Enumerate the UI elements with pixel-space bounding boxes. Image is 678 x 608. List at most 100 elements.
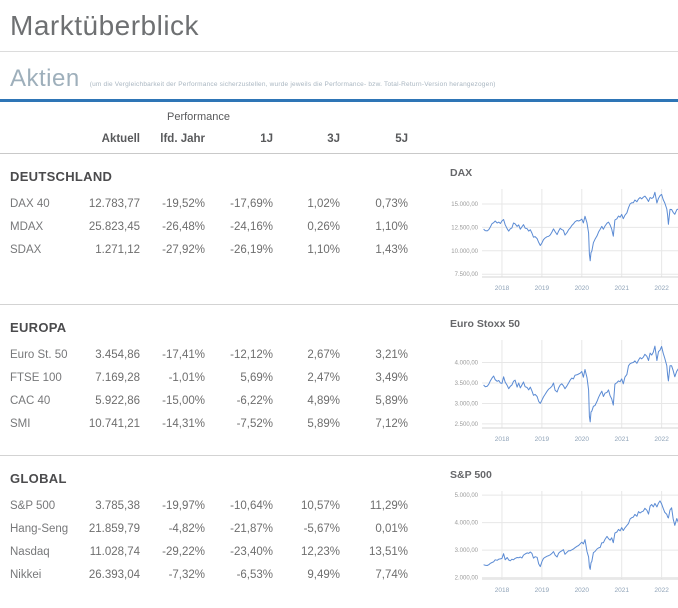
index-value: -15,00% (162, 394, 205, 407)
index-value: 1,43% (375, 243, 408, 256)
price-line (483, 500, 678, 570)
table-row: S&P 500 3.785,38 -19,97% -10,64% 10,57% 11,29… (10, 494, 448, 517)
x-tick-label: 2022 (654, 285, 669, 292)
chart-canvas: 2.000,00 3.000,00 4.000,00 5.000,00 2018 2019… (455, 491, 678, 594)
x-tick-label: 2022 (654, 587, 669, 594)
index-name: MDAX (10, 220, 44, 233)
index-value: -10,64% (230, 499, 273, 512)
y-tick-label: 7.500,00 (455, 272, 479, 278)
chart-title: Euro Stoxx 50 (450, 318, 521, 330)
index-value: -26,19% (230, 243, 273, 256)
x-tick-label: 2018 (495, 285, 510, 292)
index-value: 1.271,12 (95, 243, 140, 256)
header-divider (0, 153, 678, 154)
index-value: 7,12% (375, 417, 408, 430)
index-value: -17,41% (162, 348, 205, 361)
table-row: MDAX 25.823,45 -26,48% -24,16% 0,26% 1,10% (10, 215, 448, 238)
title-divider (0, 51, 678, 52)
index-value: 12,23% (300, 545, 340, 558)
index-value: 26.393,04 (88, 568, 140, 581)
index-name: CAC 40 (10, 394, 51, 407)
index-value: -21,87% (230, 522, 273, 535)
index-name: Hang-Seng (10, 522, 69, 535)
index-value: 5,89% (307, 417, 340, 430)
index-value: -6,22% (236, 394, 273, 407)
table-row: Hang-Seng 21.859,79 -4,82% -21,87% -5,67% 0,0… (10, 517, 448, 540)
x-tick-label: 2020 (575, 436, 590, 443)
section-divider (0, 455, 678, 456)
index-value: 2,67% (307, 348, 340, 361)
x-tick-label: 2020 (575, 285, 590, 292)
y-tick-label: 3.500,00 (455, 381, 479, 387)
index-value: -5,67% (303, 522, 340, 535)
index-value: 3.785,38 (95, 499, 140, 512)
index-value: -7,32% (168, 568, 205, 581)
aktien-heading: Aktien (10, 65, 80, 92)
aktien-section-header: Aktien (um die Vergleichbarkeit der Perf… (10, 65, 678, 93)
index-value: 13,51% (368, 545, 408, 558)
x-tick-label: 2018 (495, 587, 510, 594)
index-value: 0,01% (375, 522, 408, 535)
index-value: 25.823,45 (88, 220, 140, 233)
index-value: -12,12% (230, 348, 273, 361)
accent-bar (0, 99, 678, 102)
index-value: 5,89% (375, 394, 408, 407)
y-tick-label: 4.000,00 (455, 361, 479, 367)
index-value: -1,01% (168, 371, 205, 384)
chart-block: S&P 500 2.000,00 3.000,00 4.000,00 5.000,00 2… (448, 469, 678, 608)
table-row: SMI 10.741,21 -14,31% -7,52% 5,89% 7,12% (10, 412, 448, 435)
index-value: -26,48% (162, 220, 205, 233)
x-tick-label: 2019 (535, 436, 550, 443)
market-section-deutschland: DEUTSCHLAND DAX 40 12.783,77 -19,52% -17,69%… (10, 154, 678, 304)
index-value: 21.859,79 (88, 522, 140, 535)
index-value: -29,22% (162, 545, 205, 558)
table-row: CAC 40 5.922,86 -15,00% -6,22% 4,89% 5,89% (10, 389, 448, 412)
y-tick-label: 5.000,00 (455, 493, 479, 499)
index-name: Euro St. 50 (10, 348, 68, 361)
index-value: 11,29% (369, 499, 408, 512)
index-name: Nikkei (10, 568, 42, 581)
section-table: EUROPA Euro St. 50 3.454,86 -17,41% -12,12% 2… (10, 305, 448, 455)
chart-canvas: 7.500,00 10.000,00 12.500,00 15.000,00 2018 2… (451, 189, 678, 292)
price-line (483, 345, 678, 423)
index-value: -6,53% (236, 568, 273, 581)
index-value: 1,02% (307, 197, 340, 210)
chart-block: DAX 7.500,00 10.000,00 12.500,00 15.000,00 20… (448, 167, 678, 304)
index-name: Nasdaq (10, 545, 50, 558)
chart-title: DAX (450, 167, 473, 179)
x-tick-label: 2021 (614, 436, 629, 443)
index-value: 12.783,77 (88, 197, 140, 210)
section-title: EUROPA (10, 320, 67, 335)
index-value: -17,69% (230, 197, 273, 210)
y-tick-label: 3.000,00 (455, 548, 479, 554)
column-header: 3J (327, 133, 340, 145)
y-tick-label: 12.500,00 (451, 225, 478, 231)
chart-canvas: 2.500,00 3.000,00 3.500,00 4.000,00 2018 2019… (455, 340, 678, 443)
x-tick-label: 2018 (495, 436, 510, 443)
performance-group-header: Performance (167, 111, 230, 123)
section-title: DEUTSCHLAND (10, 169, 113, 184)
y-tick-label: 4.000,00 (455, 521, 479, 527)
index-name: SDAX (10, 243, 42, 256)
column-header: 1J (260, 133, 273, 145)
index-value: -19,52% (162, 197, 205, 210)
index-value: 7.169,28 (95, 371, 140, 384)
x-tick-label: 2021 (614, 285, 629, 292)
index-value: 11.028,74 (89, 545, 140, 558)
index-value: 1,10% (307, 243, 340, 256)
index-value: -23,40% (230, 545, 273, 558)
aktien-note: (um die Vergleichbarkeit der Performance… (89, 81, 496, 88)
table-row: FTSE 100 7.169,28 -1,01% 5,69% 2,47% 3,49% (10, 366, 448, 389)
table-row: DAX 40 12.783,77 -19,52% -17,69% 1,02% 0,73% (10, 192, 448, 215)
section-table: DEUTSCHLAND DAX 40 12.783,77 -19,52% -17,69%… (10, 154, 448, 304)
index-value: -19,97% (162, 499, 205, 512)
index-value: -7,52% (236, 417, 273, 430)
index-value: 9,49% (307, 568, 340, 581)
page-title: Marktüberblick (10, 10, 200, 41)
x-tick-label: 2019 (535, 587, 550, 594)
table-row: Euro St. 50 3.454,86 -17,41% -12,12% 2,67% 3,… (10, 343, 448, 366)
x-tick-label: 2019 (535, 285, 550, 292)
index-value: 2,47% (307, 371, 340, 384)
chart-block: Euro Stoxx 50 2.500,00 3.000,00 3.500,00 4.0… (448, 318, 678, 455)
section-divider (0, 304, 678, 305)
